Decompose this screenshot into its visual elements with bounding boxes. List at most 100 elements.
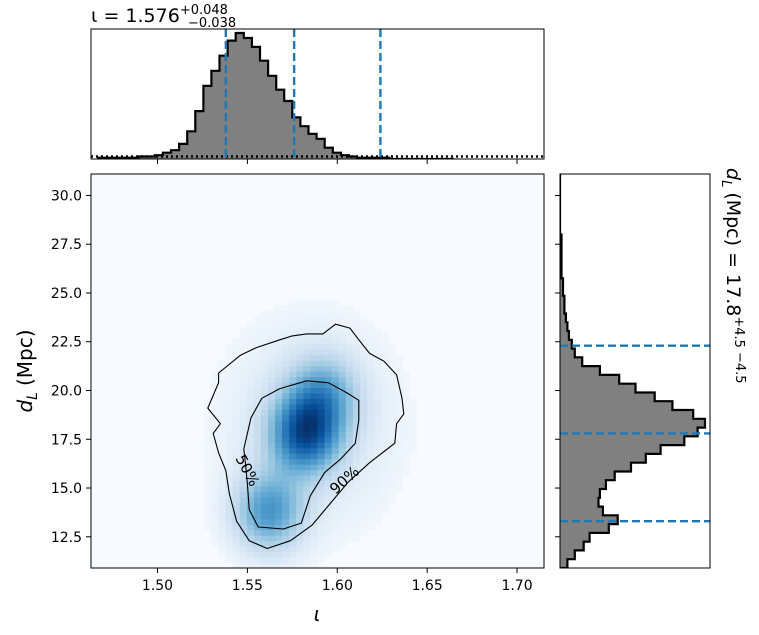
heatmap-cell bbox=[352, 491, 361, 498]
heatmap-cell bbox=[211, 409, 220, 416]
heatmap-cell bbox=[331, 299, 340, 306]
heatmap-cell bbox=[331, 425, 340, 432]
y-tick-label: 22.5 bbox=[51, 335, 82, 351]
heatmap-cell bbox=[232, 557, 241, 564]
heatmap-cell bbox=[267, 371, 276, 378]
heatmap-cell bbox=[282, 518, 290, 525]
heatmap-cell bbox=[310, 332, 319, 339]
heatmap-cell bbox=[331, 436, 340, 443]
heatmap-cell bbox=[374, 332, 382, 339]
heatmap-cell bbox=[225, 392, 234, 399]
heatmap-cell bbox=[267, 474, 276, 482]
heatmap-cell bbox=[345, 491, 354, 498]
heatmap-cell bbox=[253, 349, 262, 356]
heatmap-cell bbox=[331, 458, 340, 465]
heatmap-cell bbox=[296, 529, 304, 536]
heatmap-cell bbox=[331, 491, 340, 498]
heatmap-cell bbox=[367, 332, 375, 339]
heatmap-cell bbox=[225, 403, 234, 410]
heatmap-cell bbox=[359, 491, 368, 498]
heatmap-cell bbox=[232, 524, 241, 531]
heatmap-cell bbox=[310, 474, 319, 482]
heatmap-cell bbox=[232, 507, 241, 514]
heatmap-cell bbox=[239, 469, 248, 476]
heatmap-cell bbox=[338, 403, 347, 410]
heatmap-cell bbox=[239, 332, 248, 339]
heatmap-cell bbox=[282, 480, 290, 487]
heatmap-cell bbox=[260, 480, 269, 487]
heatmap-cell bbox=[303, 360, 312, 367]
heatmap-cell bbox=[275, 310, 283, 317]
heatmap-cell bbox=[352, 332, 361, 339]
heatmap-cell bbox=[359, 480, 368, 487]
heatmap-cell bbox=[260, 557, 269, 564]
heatmap-cell bbox=[296, 502, 304, 509]
heatmap-cell bbox=[296, 562, 304, 568]
heatmap-cell bbox=[338, 480, 347, 487]
heatmap-cell bbox=[352, 529, 361, 536]
heatmap-cell bbox=[239, 540, 248, 547]
heatmap-cell bbox=[225, 518, 234, 525]
heatmap-cell bbox=[218, 491, 227, 498]
heatmap-cell bbox=[275, 447, 283, 454]
heatmap-cell bbox=[239, 327, 248, 334]
heatmap-cell bbox=[317, 453, 326, 460]
heatmap-cell bbox=[374, 387, 382, 394]
heatmap-cell bbox=[388, 453, 396, 460]
heatmap-cell bbox=[331, 535, 340, 542]
heatmap-cell bbox=[275, 480, 283, 487]
heatmap-cell bbox=[260, 502, 269, 509]
heatmap-cell bbox=[331, 469, 340, 476]
heatmap-cell bbox=[282, 540, 290, 547]
heatmap-cell bbox=[367, 349, 375, 356]
heatmap-cell bbox=[289, 540, 297, 547]
heatmap-cell bbox=[409, 398, 418, 405]
contour-90pct bbox=[207, 323, 405, 550]
heatmap-cell bbox=[246, 354, 255, 361]
heatmap-cell bbox=[232, 338, 241, 345]
heatmap-cell bbox=[381, 474, 389, 482]
heatmap-cell bbox=[267, 431, 276, 438]
heatmap-cell bbox=[352, 524, 361, 531]
heatmap-cell bbox=[367, 485, 375, 492]
heatmap-cell bbox=[338, 310, 347, 317]
heatmap-cell bbox=[296, 431, 304, 438]
top-histogram bbox=[91, 31, 544, 159]
heatmap-cell bbox=[310, 387, 319, 394]
heatmap-cell bbox=[345, 381, 354, 389]
heatmap-cell bbox=[232, 442, 241, 449]
heatmap-cell bbox=[282, 316, 290, 323]
heatmap-cell bbox=[338, 376, 347, 383]
heatmap-cell bbox=[260, 507, 269, 514]
heatmap-cell bbox=[267, 316, 276, 323]
heatmap-cell bbox=[345, 414, 354, 421]
heatmap-cell bbox=[289, 436, 297, 443]
heatmap-cell bbox=[275, 485, 283, 492]
heatmap-cell bbox=[324, 485, 333, 492]
heatmap-cell bbox=[381, 458, 389, 465]
heatmap-cell bbox=[317, 349, 326, 356]
heatmap-cell bbox=[275, 343, 283, 350]
heatmap-cell bbox=[246, 425, 255, 432]
heatmap-cell bbox=[275, 491, 283, 498]
heatmap-cell bbox=[296, 546, 304, 553]
heatmap-cell bbox=[352, 474, 361, 482]
heatmap-cell bbox=[289, 464, 297, 471]
heatmap-cell bbox=[381, 414, 389, 421]
heatmap-cell bbox=[296, 360, 304, 367]
heatmap-cell bbox=[267, 507, 276, 514]
heatmap-cell bbox=[303, 485, 312, 492]
heatmap-cell bbox=[324, 403, 333, 410]
heatmap-cell bbox=[310, 436, 319, 443]
heatmap-cell bbox=[359, 431, 368, 438]
heatmap-cell bbox=[282, 387, 290, 394]
heatmap-cell bbox=[303, 343, 312, 350]
heatmap-cell bbox=[260, 398, 269, 405]
heatmap-cell bbox=[402, 387, 411, 394]
heatmap-cell bbox=[352, 425, 361, 432]
heatmap-cell bbox=[275, 371, 283, 378]
heatmap-cell bbox=[310, 305, 319, 312]
heatmap-cell bbox=[303, 529, 312, 536]
heatmap-cell bbox=[310, 551, 319, 558]
heatmap-cell bbox=[239, 414, 248, 421]
